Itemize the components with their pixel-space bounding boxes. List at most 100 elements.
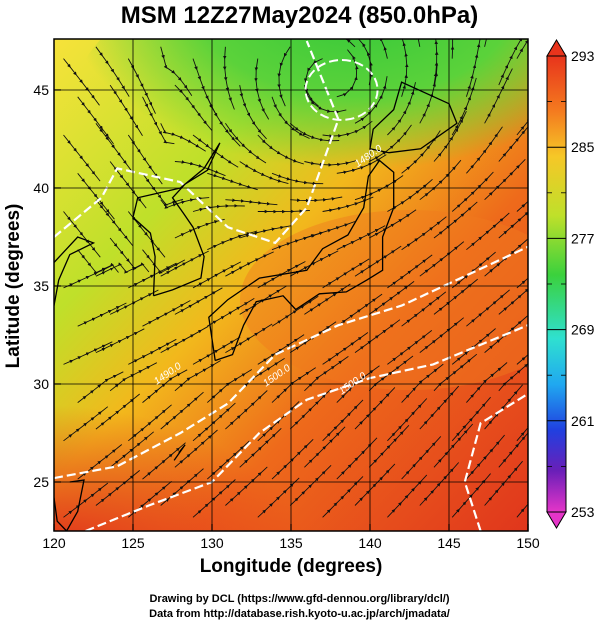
streamline	[257, 209, 310, 214]
streamline	[239, 225, 291, 239]
streamline	[336, 49, 359, 98]
streamline	[128, 404, 172, 442]
colorbar-label: 261	[571, 413, 595, 429]
streamline	[354, 245, 402, 277]
streamline	[257, 401, 300, 442]
streamline	[354, 387, 396, 430]
streamline	[304, 283, 351, 315]
wind-streamlines	[63, 39, 528, 518]
streamline	[95, 328, 145, 354]
streamline	[466, 212, 510, 251]
streamline	[239, 85, 267, 140]
coastline	[54, 479, 85, 531]
colorbar-label: 253	[571, 504, 595, 520]
streamline	[401, 363, 444, 403]
streamline	[160, 468, 204, 506]
colorbar-label: 285	[571, 139, 595, 155]
x-tick-label: 130	[200, 535, 224, 551]
colorbar-label: 277	[571, 230, 595, 246]
streamline	[207, 172, 258, 191]
streamline	[498, 205, 528, 239]
streamline	[95, 123, 132, 171]
streamline	[160, 325, 209, 353]
y-tick-label: 25	[33, 474, 49, 490]
streamline	[225, 198, 278, 206]
streamline	[109, 237, 150, 273]
chart-title: MSM 12Z27May2024 (850.0hPa)	[120, 2, 479, 29]
streamline	[160, 391, 204, 430]
streamline	[354, 463, 396, 506]
streamline	[484, 384, 523, 430]
streamline	[451, 171, 494, 212]
streamline	[174, 84, 213, 131]
coastline	[369, 81, 458, 154]
y-tick-label: 30	[33, 376, 49, 392]
streamline	[174, 218, 225, 239]
streamline	[419, 159, 462, 201]
streamline	[95, 199, 134, 246]
streamline	[466, 362, 508, 403]
streamline	[466, 126, 503, 174]
y-axis-label: Latitude (degrees)	[3, 203, 24, 369]
lat-lon-grid	[54, 39, 528, 531]
streamline	[160, 46, 193, 96]
streamline	[63, 406, 109, 442]
y-tick-label: 35	[33, 278, 49, 294]
x-tick-label: 125	[121, 535, 145, 551]
streamline	[498, 282, 528, 315]
streamline	[498, 357, 528, 392]
y-tick-label: 40	[33, 180, 49, 196]
streamline	[95, 470, 140, 506]
streamline	[465, 39, 481, 97]
x-tick-label: 145	[437, 535, 461, 551]
streamline	[257, 477, 300, 518]
streamline	[63, 58, 100, 106]
coastline	[173, 444, 186, 461]
streamline	[257, 134, 304, 165]
streamline	[354, 175, 404, 201]
streamline	[63, 134, 101, 182]
field-layer	[54, 39, 528, 531]
streamline	[466, 289, 510, 327]
x-axis-label: Longitude (degrees)	[199, 556, 383, 577]
streamline	[109, 289, 159, 315]
colorbar-min-arrow	[546, 511, 567, 529]
streamline	[516, 402, 528, 442]
streamline	[451, 251, 496, 289]
streamline	[498, 428, 528, 468]
streamline	[516, 255, 528, 289]
streamline	[192, 479, 236, 518]
streamline	[63, 482, 109, 518]
streamline	[225, 390, 268, 430]
streamline	[419, 385, 460, 430]
streamline	[304, 221, 356, 239]
x-tick-label: 140	[358, 535, 382, 551]
streamline	[498, 122, 528, 162]
streamline	[142, 442, 186, 480]
streamline	[368, 281, 415, 315]
streamline	[174, 360, 221, 392]
streamline	[516, 478, 528, 518]
streamline	[160, 250, 209, 277]
axis-ticks: 120 125 130 135 140 145 150 25 30 35 40 45	[33, 82, 539, 551]
colorbar: 293 285 277 269 261 253	[546, 39, 595, 529]
streamline	[303, 58, 323, 107]
streamline	[192, 203, 245, 212]
credit-line-2: Data from http://database.rish.kyoto-u.a…	[149, 608, 450, 620]
height-contour	[463, 392, 528, 531]
colorbar-label: 269	[571, 322, 595, 338]
streamline	[95, 46, 130, 97]
streamline	[451, 473, 491, 518]
streamline	[466, 434, 505, 480]
streamline	[95, 393, 140, 430]
streamline	[160, 196, 210, 209]
streamline	[354, 319, 401, 353]
credit-line-1: Drawing by DCL (https://www.gfd-dennou.o…	[149, 593, 450, 605]
streamline	[322, 399, 364, 442]
streamline	[225, 123, 267, 164]
streamline	[160, 123, 206, 152]
streamline	[225, 323, 273, 353]
streamline	[290, 196, 343, 203]
streamline	[225, 466, 268, 506]
